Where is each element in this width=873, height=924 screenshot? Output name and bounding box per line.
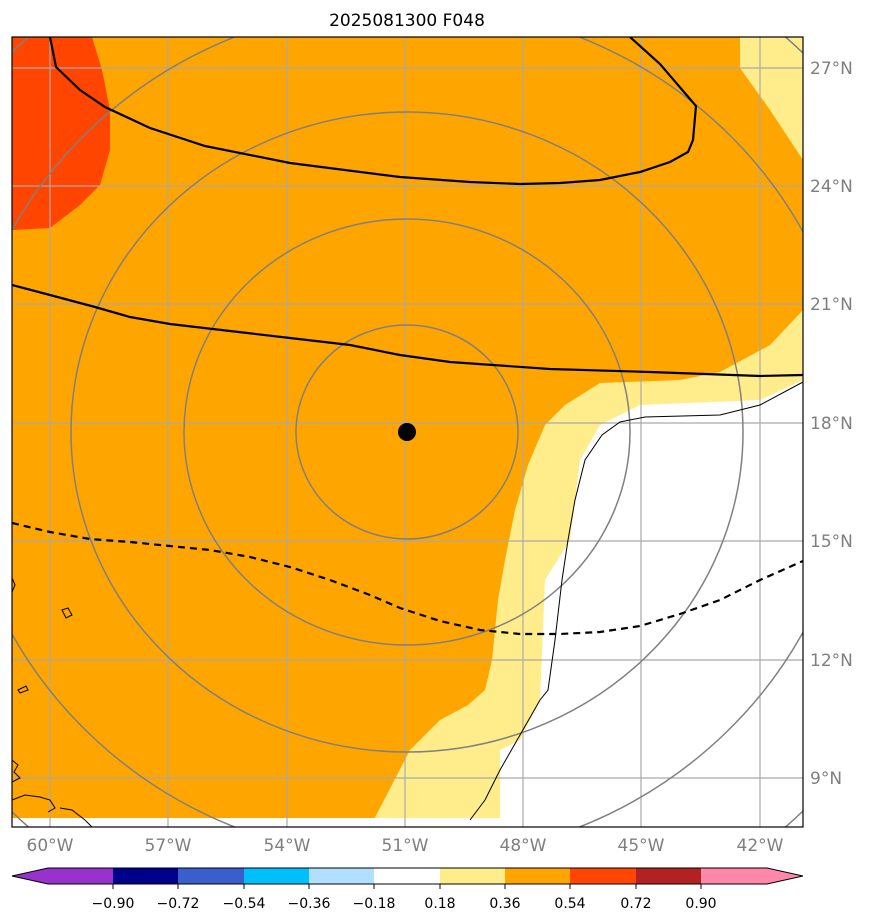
colorbar-outline [11, 867, 804, 885]
colorbar-tick-label: 0.90 [685, 896, 716, 912]
colorbar-segment [570, 868, 636, 884]
colorbar-tick-label: 0.54 [554, 896, 585, 912]
colorbar-tick-label: −0.54 [223, 896, 266, 912]
map-title: 2025081300 F048 [329, 11, 485, 31]
colorbar-segment [48, 868, 114, 884]
lat-label: 18°N [810, 414, 853, 434]
storm-center-marker [398, 423, 416, 441]
colorbar-segment [244, 868, 310, 884]
solid-contours [12, 37, 803, 378]
colorbar-segment [701, 868, 767, 884]
colorbar-segment [113, 868, 179, 884]
colorbar-tick-label: 0.36 [489, 896, 520, 912]
colorbar-segment [178, 868, 244, 884]
colorbar-extend-low [12, 868, 48, 884]
lat-label: 24°N [810, 177, 853, 197]
lat-label: 27°N [810, 59, 853, 79]
lon-label: 45°W [618, 836, 665, 856]
colorbar-tick-label: −0.90 [92, 896, 135, 912]
lat-label: 12°N [810, 651, 853, 671]
colorbar-tick-label: −0.72 [157, 896, 200, 912]
colorbar: −0.90 −0.72 −0.54 −0.36 −0.18 0.18 0.36 … [11, 867, 804, 912]
lon-label: 57°W [145, 836, 192, 856]
no-data-strip [12, 818, 803, 827]
shading-red-orange [12, 37, 110, 230]
colorbar-tick-label: −0.18 [353, 896, 396, 912]
colorbar-segment [636, 868, 702, 884]
colorbar-segment [374, 868, 440, 884]
lon-labels: 60°W 57°W 54°W 51°W 48°W 45°W 42°W [27, 836, 784, 856]
colorbar-segment [440, 868, 506, 884]
distance-ring [295, 324, 519, 540]
lon-label: 42°W [737, 836, 784, 856]
map-frame [11, 36, 804, 828]
colorbar-tick-label: −0.36 [288, 896, 331, 912]
distance-ring [70, 111, 744, 753]
lat-labels: 27°N 24°N 21°N 18°N 15°N 12°N 9°N [810, 59, 853, 789]
colorbar-tick-label: 0.18 [424, 896, 455, 912]
colorbar-tick-label: 0.72 [620, 896, 651, 912]
coastlines [12, 381, 803, 827]
colorbar-segment [505, 868, 571, 884]
dashed-contour [12, 521, 803, 636]
lon-label: 51°W [382, 836, 429, 856]
distance-ring [183, 218, 631, 646]
lon-label: 60°W [27, 836, 74, 856]
lat-label: 21°N [810, 295, 853, 315]
lon-label: 54°W [264, 836, 311, 856]
colorbar-extend-high [767, 868, 803, 884]
colorbar-segment [309, 868, 375, 884]
lat-label: 9°N [810, 769, 842, 789]
lon-label: 48°W [500, 836, 547, 856]
lat-label: 15°N [810, 532, 853, 552]
